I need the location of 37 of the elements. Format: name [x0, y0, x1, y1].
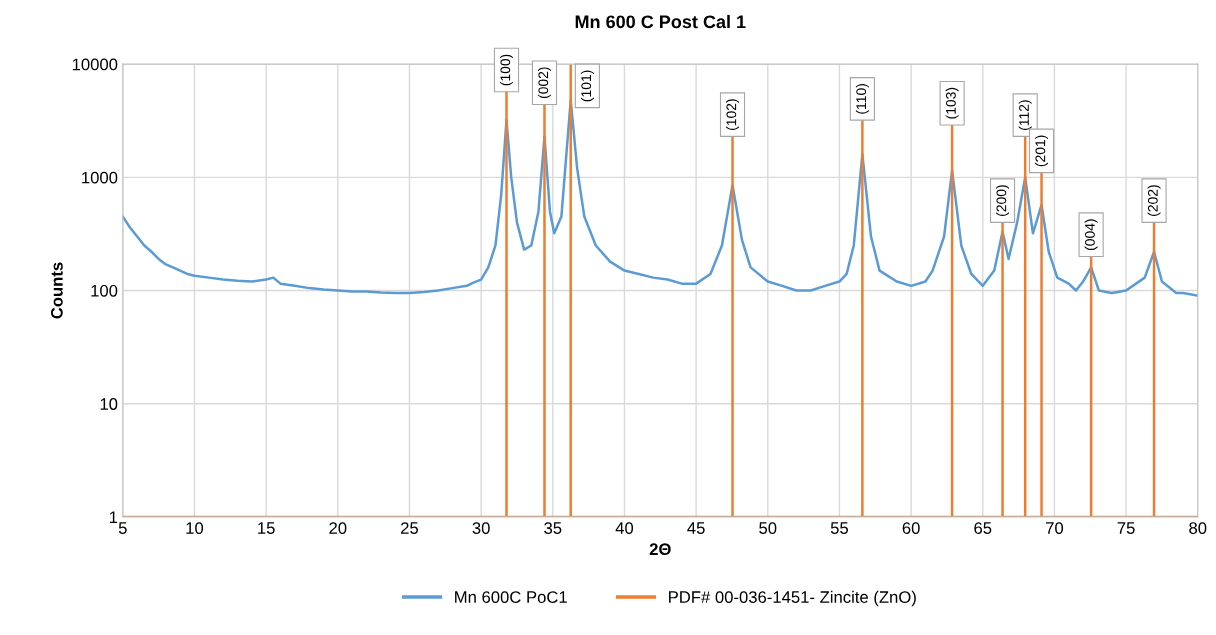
x-tick-label: 60: [902, 522, 920, 534]
annotation: (100): [500, 54, 513, 86]
legend-label: PDF# 00-036-1451- Zincite (ZnO): [669, 590, 916, 607]
y-tick-label: 10000: [72, 58, 118, 71]
x-tick-label: 70: [1046, 522, 1064, 534]
x-tick-label: 65: [974, 522, 992, 534]
x-tick-label: 10: [186, 522, 204, 534]
annotation: (102): [726, 99, 739, 130]
y-tick-label: 1000: [82, 171, 118, 184]
annotation: (103): [945, 87, 959, 119]
x-tick-label: 50: [759, 522, 777, 534]
y-tick-label: 1: [109, 511, 118, 523]
y-axis-title: Counts: [50, 262, 63, 319]
x-tick-label: 25: [401, 522, 419, 534]
annotation: (004): [1084, 219, 1098, 251]
x-axis-title: 2Θ: [649, 543, 671, 556]
x-tick-label: 15: [258, 522, 275, 534]
annotation: (202): [1147, 185, 1161, 216]
annotation: (002): [538, 67, 551, 99]
y-tick-label: 10: [100, 398, 118, 410]
chart-title: Mn 600 C Post Cal 1: [575, 14, 746, 29]
x-tick-label: 45: [687, 522, 705, 534]
x-tick-label: 40: [615, 522, 634, 534]
x-tick-label: 20: [329, 522, 347, 534]
annotation: (101): [580, 70, 594, 102]
annotation: (201): [1035, 135, 1048, 167]
annotation: (200): [996, 185, 1010, 216]
annotation: (112): [1018, 100, 1032, 130]
annotation: (110): [855, 84, 869, 114]
legend-label: Mn 600C PoC1: [455, 591, 567, 603]
y-tick-label: 100: [91, 284, 118, 297]
x-tick-label: 80: [1189, 522, 1207, 534]
x-tick-label: 75: [1117, 522, 1135, 534]
x-tick-label: 5: [118, 522, 127, 534]
x-tick-label: 30: [472, 522, 490, 534]
x-tick-label: 55: [830, 522, 849, 534]
x-tick-label: 35: [544, 522, 562, 534]
